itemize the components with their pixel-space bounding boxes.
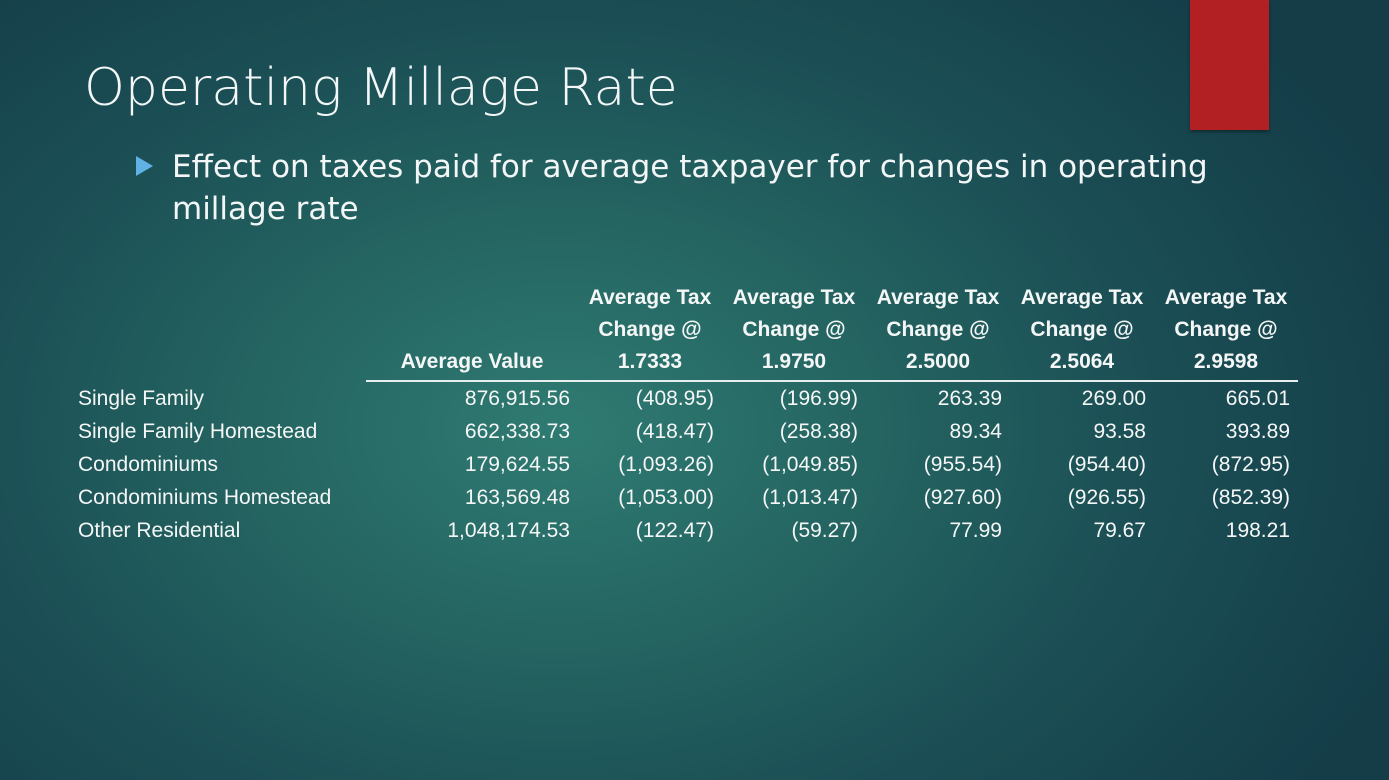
cell-tax-change: 77.99 — [949, 519, 1002, 542]
cell-tax-change: 263.39 — [937, 387, 1002, 410]
cell-tax-change: (1,049.85) — [762, 453, 858, 476]
table-row: Condominiums Homestead 163,569.48 (1,053… — [74, 481, 1298, 514]
header-tax-change-1: Average Tax Change @ 1.7333 — [578, 282, 722, 382]
cell-average-value: 163,569.48 — [464, 486, 570, 509]
table-row: Single Family Homestead 662,338.73 (418.… — [74, 415, 1298, 448]
cell-tax-change: (927.60) — [923, 486, 1002, 509]
triangle-right-icon — [136, 156, 153, 176]
header-text: 1.9750 — [761, 350, 827, 373]
header-tax-change-4: Average Tax Change @ 2.5064 — [1010, 282, 1154, 382]
header-text: Change @ — [742, 318, 846, 341]
header-text: 2.5064 — [1049, 350, 1115, 373]
row-label: Single Family — [78, 386, 205, 410]
row-label: Condominiums Homestead — [78, 486, 332, 509]
header-text: Average Tax — [732, 286, 856, 309]
cell-tax-change: 665.01 — [1225, 387, 1290, 410]
cell-tax-change: 79.67 — [1093, 519, 1146, 542]
cell-tax-change: (418.47) — [635, 420, 714, 443]
header-average-value: Average Value — [366, 282, 578, 382]
row-label: Other Residential — [78, 519, 241, 542]
cell-tax-change: (196.99) — [779, 387, 858, 410]
header-blank — [74, 282, 366, 381]
header-text: 1.7333 — [617, 350, 683, 373]
header-text: Change @ — [886, 318, 990, 341]
header-text: Average Tax — [1164, 286, 1288, 309]
table-row: Condominiums 179,624.55 (1,093.26) (1,04… — [74, 448, 1298, 481]
header-text: 2.9598 — [1193, 350, 1259, 373]
header-text: Average Value — [400, 350, 544, 373]
header-text: 2.5000 — [905, 350, 971, 373]
header-text: Change @ — [1174, 318, 1278, 341]
table-row: Other Residential 1,048,174.53 (122.47) … — [74, 514, 1298, 547]
cell-tax-change: (1,093.26) — [618, 453, 714, 476]
header-text: Average Tax — [876, 286, 1000, 309]
slide-title: Operating Millage Rate — [84, 58, 678, 118]
cell-tax-change: 93.58 — [1093, 420, 1146, 443]
cell-tax-change: (954.40) — [1067, 453, 1146, 476]
cell-tax-change: 198.21 — [1225, 519, 1290, 542]
cell-tax-change: (926.55) — [1067, 486, 1146, 509]
cell-tax-change: 393.89 — [1225, 420, 1290, 443]
cell-average-value: 179,624.55 — [464, 453, 570, 476]
header-tax-change-3: Average Tax Change @ 2.5000 — [866, 282, 1010, 382]
row-label: Condominiums — [78, 453, 219, 476]
cell-tax-change: (122.47) — [635, 519, 714, 542]
cell-average-value: 876,915.56 — [464, 387, 570, 410]
header-text: Average Tax — [1020, 286, 1144, 309]
table-row: Single Family 876,915.56 (408.95) (196.9… — [74, 381, 1298, 415]
accent-bar — [1190, 0, 1269, 130]
cell-tax-change: 269.00 — [1081, 387, 1146, 410]
header-tax-change-2: Average Tax Change @ 1.9750 — [722, 282, 866, 382]
tax-table: Average Value Average Tax Change @ 1.733… — [74, 282, 1298, 547]
bullet-text: Effect on taxes paid for average taxpaye… — [172, 149, 1208, 227]
header-row: Average Value Average Tax Change @ 1.733… — [74, 282, 1298, 382]
cell-tax-change: (1,013.47) — [762, 486, 858, 509]
header-tax-change-5: Average Tax Change @ 2.9598 — [1154, 282, 1298, 382]
cell-average-value: 1,048,174.53 — [447, 519, 570, 542]
cell-tax-change: 89.34 — [949, 420, 1002, 443]
cell-tax-change: (872.95) — [1211, 453, 1290, 476]
cell-tax-change: (1,053.00) — [618, 486, 714, 509]
header-text: Average Tax — [588, 286, 712, 309]
cell-tax-change: (852.39) — [1211, 486, 1290, 509]
row-label: Single Family Homestead — [78, 420, 318, 443]
cell-tax-change: (59.27) — [791, 519, 858, 542]
header-text: Change @ — [598, 318, 702, 341]
header-text: Change @ — [1030, 318, 1134, 341]
cell-tax-change: (258.38) — [779, 420, 858, 443]
cell-average-value: 662,338.73 — [464, 420, 570, 443]
cell-tax-change: (408.95) — [635, 387, 714, 410]
cell-tax-change: (955.54) — [923, 453, 1002, 476]
